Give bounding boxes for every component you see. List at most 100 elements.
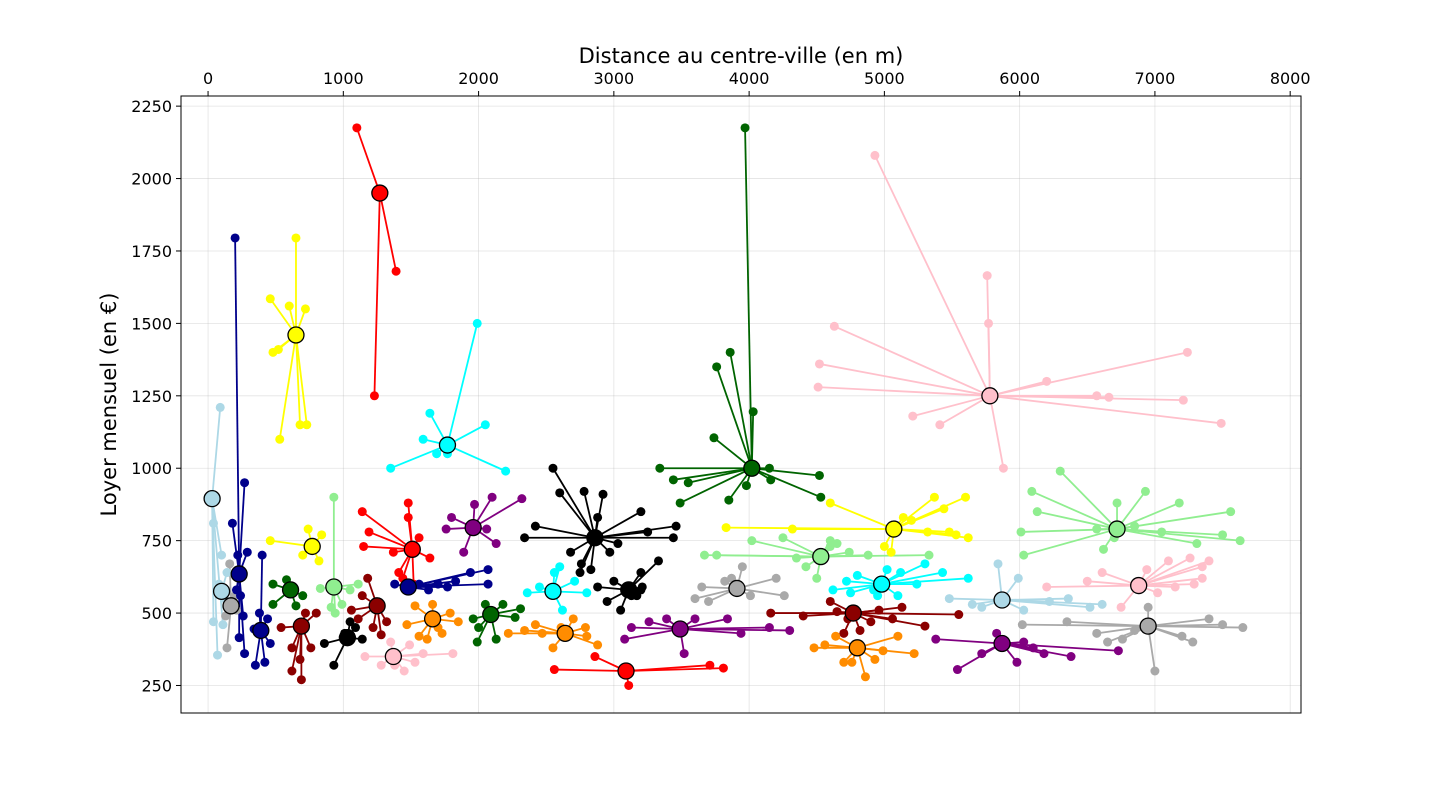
data-point	[718, 663, 728, 673]
data-point	[1019, 550, 1029, 560]
data-point	[1082, 576, 1092, 586]
data-point	[359, 541, 369, 551]
cluster-link	[818, 386, 990, 397]
data-point	[653, 556, 663, 566]
data-point	[814, 359, 824, 369]
data-point	[566, 547, 576, 557]
data-point	[1027, 486, 1037, 496]
data-point	[906, 515, 916, 525]
data-point	[866, 617, 876, 627]
cluster-link	[295, 334, 308, 425]
cluster-link	[1023, 528, 1118, 556]
data-point	[842, 576, 852, 586]
data-point	[291, 233, 301, 243]
data-point	[624, 680, 634, 690]
data-point	[300, 608, 310, 618]
data-point	[345, 585, 355, 595]
data-point	[345, 617, 355, 627]
data-point	[363, 573, 373, 583]
cluster-link	[361, 510, 413, 551]
data-point	[428, 599, 438, 609]
data-point	[451, 576, 461, 586]
data-point	[839, 628, 849, 638]
data-point	[394, 568, 404, 578]
data-point	[302, 420, 312, 430]
data-point	[240, 649, 250, 659]
data-point	[568, 614, 578, 624]
data-point	[548, 643, 558, 653]
cluster-link	[211, 498, 223, 556]
data-point	[1013, 573, 1023, 583]
cluster-link	[559, 492, 596, 539]
data-point	[548, 463, 558, 473]
cluster-link	[819, 363, 991, 397]
y-tick-label: 750	[141, 532, 172, 551]
cluster-center	[438, 436, 457, 454]
x-tick-label: 8000	[1270, 69, 1311, 88]
data-point	[222, 568, 232, 578]
data-point	[828, 585, 838, 595]
data-point	[357, 634, 367, 644]
x-tick-label: 2000	[458, 69, 499, 88]
cluster-center	[403, 540, 421, 558]
data-point	[353, 579, 363, 589]
data-point	[287, 643, 297, 653]
data-point	[855, 625, 865, 635]
data-point	[825, 498, 835, 508]
data-point	[482, 524, 492, 534]
data-point	[644, 617, 654, 627]
data-point	[844, 547, 854, 557]
cluster-center	[384, 647, 403, 666]
cluster-link	[259, 555, 264, 631]
data-point	[410, 601, 420, 611]
data-point	[329, 660, 339, 670]
data-point	[442, 582, 452, 592]
data-point	[537, 628, 547, 638]
data-point	[874, 605, 884, 615]
cluster-link	[295, 334, 301, 425]
y-tick-label: 2250	[131, 97, 172, 116]
data-point	[257, 550, 267, 560]
data-point	[575, 568, 585, 578]
data-point	[470, 499, 480, 509]
data-point	[1042, 376, 1052, 386]
cluster-link	[1059, 470, 1118, 530]
cluster-link	[472, 497, 523, 529]
data-point	[1178, 395, 1188, 405]
cluster-link	[716, 554, 821, 558]
data-point	[870, 150, 880, 160]
data-point	[813, 382, 823, 392]
data-point	[954, 610, 964, 620]
data-point	[1163, 556, 1173, 566]
y-tick-label: 1250	[131, 387, 172, 406]
data-point	[939, 504, 949, 514]
data-point	[593, 582, 603, 592]
cluster-center	[368, 597, 386, 615]
data-point	[1185, 553, 1195, 563]
data-point	[1113, 646, 1123, 656]
data-point	[1019, 637, 1029, 647]
data-point	[598, 489, 608, 499]
data-point	[935, 420, 945, 430]
data-point	[217, 550, 227, 560]
data-point	[690, 614, 700, 624]
data-point	[882, 565, 892, 575]
data-point	[745, 591, 755, 601]
data-point	[570, 576, 580, 586]
data-point	[740, 123, 750, 133]
data-point	[1189, 579, 1199, 589]
cluster-center	[230, 565, 248, 583]
cluster-link	[989, 351, 1188, 397]
data-point	[736, 628, 746, 638]
data-point	[275, 434, 285, 444]
data-point	[265, 294, 275, 304]
data-point	[662, 614, 672, 624]
data-point	[315, 583, 325, 593]
data-point	[636, 568, 646, 578]
cluster-link	[989, 394, 1184, 402]
data-point	[741, 481, 751, 491]
cluster-link	[355, 127, 381, 194]
data-point	[503, 628, 513, 638]
data-point	[376, 660, 386, 670]
cluster-link	[939, 395, 991, 426]
